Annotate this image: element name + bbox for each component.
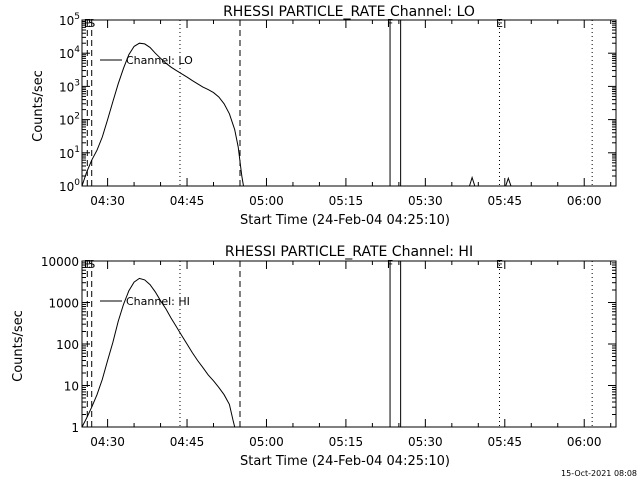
x-tick-label: 05:15 — [329, 194, 364, 208]
y-axis-label: Counts/sec — [31, 70, 46, 142]
y-tick-label: 101 — [59, 145, 80, 161]
plot-frame — [81, 19, 617, 187]
marker-label: S — [88, 17, 95, 30]
legend-label: Channel: LO — [126, 54, 193, 67]
x-tick-label: 05:30 — [408, 435, 443, 449]
x-tick-label: 05:45 — [487, 194, 522, 208]
legend-label: Channel: HI — [126, 295, 190, 308]
series-line-segment-1 — [469, 175, 476, 187]
marker-label: E — [84, 258, 91, 271]
y-axis-label: Counts/sec — [11, 310, 26, 382]
y-tick-label: 102 — [59, 112, 80, 128]
x-axis-label: Start Time (24-Feb-04 04:25:10) — [240, 213, 450, 228]
x-tick-label: 06:00 — [567, 435, 602, 449]
marker-label: E — [496, 17, 503, 30]
x-tick-label: 05:00 — [249, 435, 284, 449]
y-tick-label: 104 — [59, 45, 80, 61]
x-tick-label: 05:15 — [329, 435, 364, 449]
marker-label: S — [88, 258, 95, 271]
x-tick-label: 04:45 — [170, 194, 205, 208]
y-tick-label: 105 — [59, 12, 80, 28]
y-tick-label: 103 — [59, 78, 80, 94]
x-tick-label: 04:30 — [90, 435, 125, 449]
plot-frame — [81, 260, 617, 428]
marker-label: F — [387, 17, 393, 30]
x-tick-label: 04:45 — [170, 435, 205, 449]
panel-channel-lo: RHESSI PARTICLE_RATE Channel: LO Counts/… — [31, 4, 617, 228]
marker-label: E — [84, 17, 91, 30]
footer-date: 15-Oct-2021 08:08 — [561, 469, 637, 478]
marker-label: F — [387, 258, 393, 271]
y-tick-label: 100 — [59, 178, 80, 194]
x-tick-label: 05:30 — [408, 194, 443, 208]
y-tick-label: 10000 — [41, 255, 79, 269]
y-tick-label: 1000 — [48, 297, 79, 311]
x-axis-label: Start Time (24-Feb-04 04:25:10) — [240, 454, 450, 469]
x-tick-label: 05:45 — [487, 435, 522, 449]
panel-channel-hi: RHESSI PARTICLE_RATE Channel: HI Counts/… — [11, 244, 617, 469]
chart-title: RHESSI PARTICLE_RATE Channel: LO — [223, 4, 475, 20]
x-tick-label: 05:00 — [249, 194, 284, 208]
series-line-segment-0 — [81, 42, 244, 187]
y-tick-label: 10 — [64, 380, 79, 394]
series-line-segment-2 — [505, 176, 512, 187]
y-tick-label: 100 — [56, 338, 79, 352]
marker-label: E — [496, 258, 503, 271]
x-tick-label: 04:30 — [90, 194, 125, 208]
x-tick-label: 06:00 — [567, 194, 602, 208]
series-line-segment-0 — [81, 277, 236, 428]
y-tick-label: 1 — [71, 421, 79, 435]
chart-title: RHESSI PARTICLE_RATE Channel: HI — [225, 244, 473, 260]
